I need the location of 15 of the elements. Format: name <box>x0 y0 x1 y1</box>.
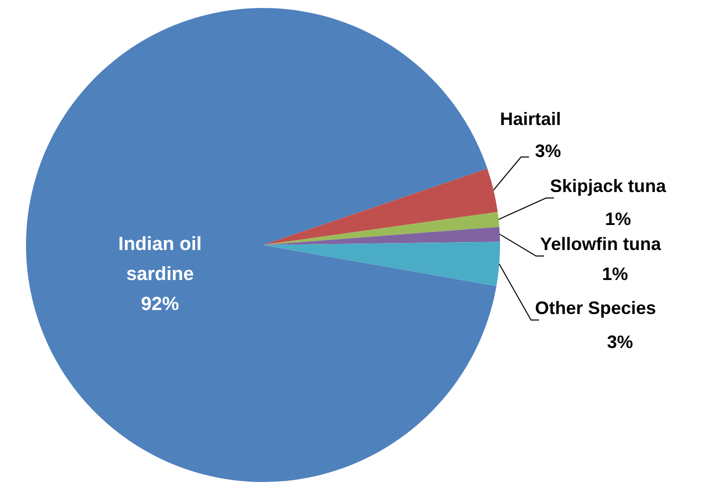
data-label: 3% <box>607 332 634 352</box>
pie-slice <box>263 168 498 245</box>
pie-slice <box>26 8 496 482</box>
pie-slice <box>263 226 500 245</box>
data-label: 1% <box>605 209 632 229</box>
slice-label: Other Species <box>535 298 656 318</box>
slice-label: Skipjack tuna <box>550 176 668 196</box>
pie-slice <box>263 242 500 286</box>
slice-label: Yellowfin tuna <box>540 234 662 254</box>
data-label: 1% <box>602 264 628 284</box>
slice-label: Indian oil sardine <box>118 234 202 285</box>
data-label: 3% <box>535 141 562 161</box>
pie-slice <box>263 212 500 245</box>
data-label: 92% <box>140 294 180 315</box>
slice-label: Hairtail <box>500 109 562 129</box>
